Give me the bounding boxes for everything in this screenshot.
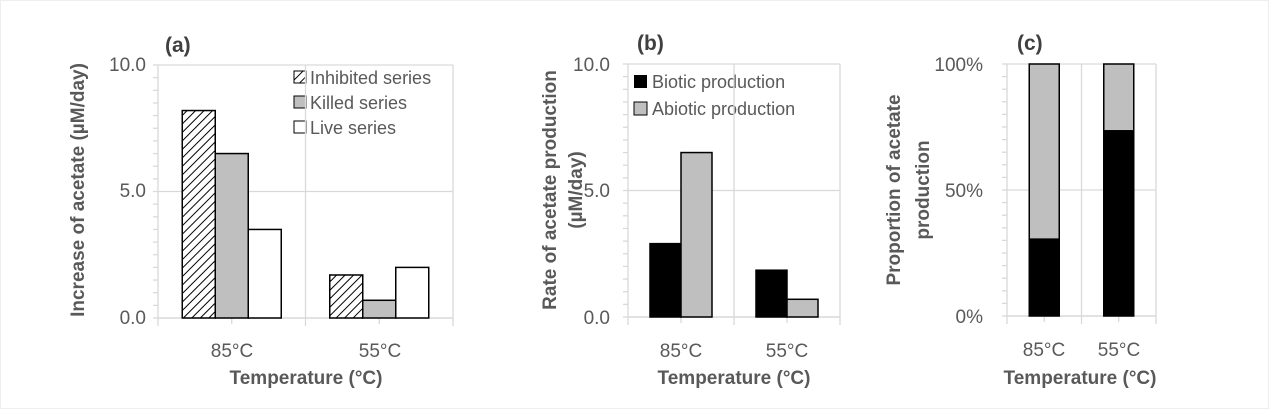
panel-c-ytick-1: 50%: [945, 181, 983, 202]
panel-a-xtick-1: 55°C: [359, 341, 401, 362]
panel-c-bar-series0-55°C: [1103, 130, 1135, 317]
panel-b-legend: Biotic production Abiotic production: [633, 72, 795, 119]
panel-a-bar-killed-series-85°C: [214, 152, 249, 319]
panel-a-bar-inhibited-series-85°C: [181, 109, 216, 319]
legend-label-biotic: Biotic production: [652, 72, 785, 92]
panel-c-label: (c): [1017, 32, 1043, 55]
panel-c-bar-series0-85°C: [1028, 238, 1060, 317]
panel-a-legend: Inhibited series Killed series Live seri…: [293, 68, 431, 138]
panel-c-ytick-2: 100%: [934, 55, 983, 76]
panel-a-ytick-1: 5.0: [120, 181, 146, 202]
legend-swatch-inhibited: [293, 70, 307, 84]
panel-a-label: (a): [165, 34, 191, 57]
panel-c-bar-series1-85°C: [1028, 63, 1060, 240]
panel-b-ylabel-line1: Rate of acetate production: [540, 70, 561, 310]
panel-b-ylabel-line2: (µM/day): [566, 151, 587, 228]
panel-b-ytick-0: 0.0: [584, 308, 610, 329]
panel-a-ytick-0: 0.0: [120, 308, 146, 329]
panel-c-xtick-1: 55°C: [1098, 340, 1140, 361]
legend-swatch-live: [293, 120, 307, 134]
panel-a-bar-inhibited-series-55°C: [329, 274, 364, 319]
panel-c-ylabel-line2: production: [913, 140, 934, 239]
legend-label-killed: Killed series: [310, 93, 407, 113]
legend-label-abiotic: Abiotic production: [652, 99, 795, 119]
panel-b-bar-abiotic-production-55°C: [786, 298, 819, 318]
panel-a-bar-live-series-55°C: [395, 266, 430, 319]
panel-b-bar-abiotic-production-85°C: [680, 151, 713, 318]
panel-c-xlabel: Temperature (°C): [1004, 368, 1157, 389]
panel-a-bar-killed-series-55°C: [362, 299, 397, 319]
legend-label-inhibited: Inhibited series: [310, 68, 431, 88]
legend-swatch-killed: [293, 95, 307, 109]
panel-b-bar-biotic-production-85°C: [649, 242, 682, 318]
panel-c-ytick-0: 0%: [956, 307, 984, 328]
panel-b-ytick-2: 10.0: [573, 55, 610, 76]
legend-label-live: Live series: [310, 118, 396, 138]
panel-a-xlabel: Temperature (°C): [230, 368, 383, 389]
panel-a-ytick-2: 10.0: [109, 55, 146, 76]
panel-b-xlabel: Temperature (°C): [658, 368, 811, 389]
panel-c-xtick-0: 85°C: [1023, 340, 1065, 361]
panel-b-xtick-0: 85°C: [660, 341, 702, 362]
legend-swatch-biotic: [634, 75, 647, 88]
panel-a-xtick-0: 85°C: [211, 341, 253, 362]
panel-a-ylabel: Increase of acetate (µM/day): [68, 63, 89, 317]
legend-swatch-abiotic: [633, 101, 648, 116]
panel-a-bar-live-series-85°C: [247, 228, 282, 319]
panel-b-label: (b): [637, 32, 664, 55]
panel-b-ytick-1: 5.0: [584, 181, 610, 202]
panel-b-bar-biotic-production-55°C: [755, 269, 788, 318]
panel-c-ylabel-line1: Proportion of acetate: [884, 94, 905, 285]
panel-c-bar-series1-55°C: [1103, 63, 1135, 132]
panel-b-xtick-1: 55°C: [766, 341, 808, 362]
